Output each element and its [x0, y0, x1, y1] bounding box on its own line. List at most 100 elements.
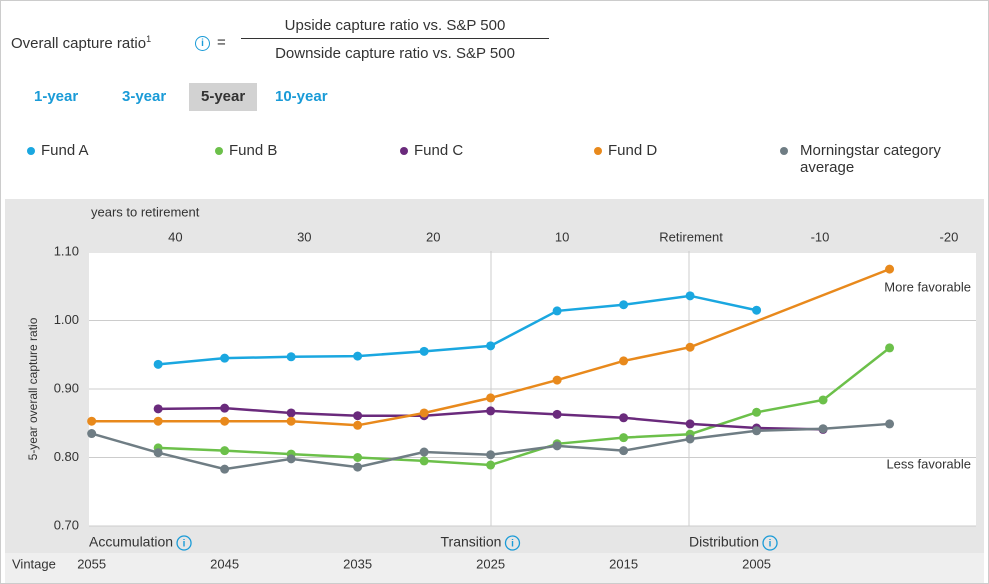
point — [552, 441, 562, 451]
legend-swatch — [594, 147, 602, 155]
point — [619, 433, 629, 443]
point — [353, 453, 363, 462]
vintage-label: 2015 — [609, 556, 638, 571]
tab[interactable]: 3-year — [122, 88, 167, 105]
legend-label: Fund B — [229, 142, 278, 159]
legend-item: Morningstar category average — [780, 142, 950, 176]
numerator: Upside capture ratio vs. S&P 500 — [241, 17, 549, 39]
point — [486, 393, 496, 403]
tab[interactable]: 1-year — [34, 88, 79, 105]
vintage-label: 2005 — [742, 556, 771, 571]
info-icon-glyph: i — [511, 539, 514, 550]
point — [619, 356, 629, 366]
y-axis-title: 5-year overall capture ratio — [26, 317, 40, 460]
legend-swatch — [400, 147, 408, 155]
point — [220, 403, 230, 413]
point — [619, 300, 629, 310]
point — [419, 456, 429, 466]
point — [220, 446, 230, 456]
vintage-strip — [5, 553, 984, 583]
point — [419, 346, 429, 356]
point — [619, 446, 629, 456]
phase-label: Distribution — [689, 534, 759, 550]
legend-label: Morningstar category average — [800, 142, 941, 176]
legend-item: Fund A — [27, 142, 89, 159]
vintage-label: 2025 — [476, 556, 505, 571]
y-tick-label: 1.00 — [54, 312, 79, 327]
point — [87, 429, 97, 439]
tab[interactable]: 5-year — [189, 83, 258, 111]
vintage-label: 2035 — [343, 556, 372, 571]
legend-swatch — [27, 147, 35, 155]
legend-label: Fund D — [608, 142, 658, 159]
y-tick-label: 1.10 — [54, 243, 79, 258]
point — [752, 407, 762, 417]
point — [220, 416, 230, 426]
legend-swatch — [215, 147, 223, 155]
annotation: Less favorable — [886, 456, 971, 471]
top-tick-label: 10 — [555, 229, 569, 244]
point — [552, 375, 562, 385]
title: Overall capture ratio — [11, 35, 147, 52]
info-icon[interactable]: i — [195, 36, 210, 51]
legend-label: Fund A — [41, 142, 89, 159]
point — [619, 413, 629, 423]
point — [818, 395, 828, 405]
legend-label: Fund C — [414, 142, 464, 159]
y-tick-label: 0.80 — [54, 449, 79, 464]
point — [685, 342, 695, 352]
y-tick-label: 0.90 — [54, 380, 79, 395]
point — [419, 408, 429, 418]
point — [486, 460, 496, 470]
vintage-label: 2045 — [210, 556, 239, 571]
point — [220, 464, 230, 474]
annotation: More favorable — [884, 279, 971, 294]
info-icon-glyph: i — [183, 539, 186, 550]
top-tick-label: -20 — [940, 229, 959, 244]
point — [286, 408, 296, 418]
point — [286, 416, 296, 426]
legend-item: Fund C — [400, 142, 463, 159]
point — [685, 291, 695, 301]
legend-item: Fund B — [215, 142, 277, 159]
point — [153, 359, 163, 369]
x-axis-title: years to retirement — [91, 204, 200, 219]
top-tick-label: 40 — [168, 229, 182, 244]
point — [153, 448, 163, 458]
point — [153, 404, 163, 414]
point — [353, 420, 363, 430]
point — [353, 462, 363, 472]
series-line — [158, 294, 757, 366]
vintage-label: 2055 — [77, 556, 106, 571]
phase-label: Accumulation — [89, 534, 173, 550]
point — [752, 305, 762, 315]
point — [552, 306, 562, 316]
equals: = — [217, 34, 226, 51]
top-tick-label: 30 — [297, 229, 311, 244]
point — [685, 434, 695, 444]
vintage-title: Vintage — [12, 556, 56, 571]
legend-swatch — [780, 147, 788, 155]
tab[interactable]: 10-year — [275, 88, 328, 105]
series-line — [158, 346, 891, 467]
top-tick-label: 20 — [426, 229, 440, 244]
point — [353, 411, 363, 421]
point — [486, 450, 496, 460]
point — [353, 351, 363, 361]
point — [153, 416, 163, 426]
legend-item: Fund D — [594, 142, 657, 159]
info-icon-glyph: i — [769, 539, 772, 550]
point — [885, 264, 895, 274]
denominator: Downside capture ratio vs. S&P 500 — [275, 45, 515, 62]
info-icon — [504, 535, 521, 551]
point — [552, 409, 562, 419]
point — [818, 424, 828, 434]
formula-label: Overall capture ratio1 — [11, 34, 151, 52]
point — [419, 447, 429, 457]
point — [87, 416, 97, 426]
top-tick-label: Retirement — [659, 229, 723, 244]
y-tick-label: 0.70 — [54, 517, 79, 532]
point — [486, 406, 496, 416]
info-icon — [762, 535, 778, 551]
